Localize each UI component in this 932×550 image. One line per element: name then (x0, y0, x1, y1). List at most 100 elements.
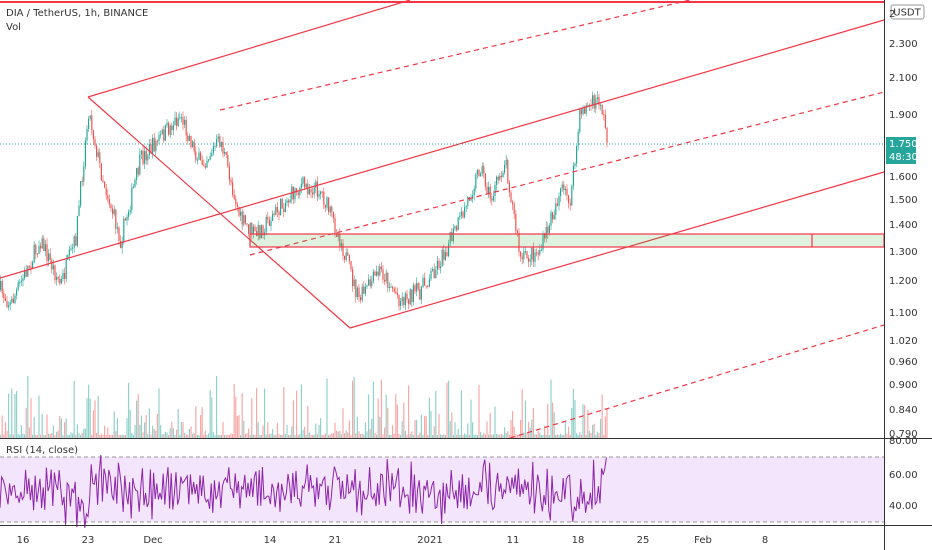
candle (372, 271, 374, 281)
volume-bar (280, 434, 282, 438)
volume-bar (433, 426, 435, 438)
volume-bar (11, 388, 13, 438)
volume-bar (243, 420, 245, 438)
candle (555, 203, 557, 215)
volume-bar (164, 431, 166, 438)
volume-bar (510, 419, 512, 438)
candle (577, 131, 579, 146)
volume-bar (192, 433, 194, 438)
volume-bar (225, 434, 227, 438)
volume-bar (504, 427, 506, 438)
candle (70, 248, 72, 250)
volume-bar (264, 388, 266, 438)
volume-bar (158, 388, 160, 438)
volume-bar (563, 434, 565, 438)
volume-bar (531, 419, 533, 438)
volume-bar (569, 434, 571, 438)
candle (232, 182, 234, 195)
volume-bar (396, 404, 398, 438)
volume-bar (462, 434, 464, 438)
candle (273, 213, 275, 215)
candle (428, 279, 430, 287)
candle (406, 293, 408, 300)
volume-bar (25, 407, 27, 438)
candle (310, 189, 312, 193)
candle (73, 236, 75, 248)
volume-bar (406, 434, 408, 438)
price-label: 1.020 (889, 336, 918, 347)
rsi-line (0, 454, 607, 528)
volume-bar (249, 434, 251, 438)
candle (326, 197, 328, 208)
candle (240, 211, 242, 216)
candle (153, 137, 155, 152)
volume-label: Vol (6, 22, 21, 33)
volume-bar (254, 435, 256, 438)
rsi-axis-label: 60.00 (889, 470, 918, 481)
price-label: 0.900 (889, 380, 918, 391)
volume-bar (19, 434, 21, 438)
candle (36, 253, 38, 255)
candle (521, 256, 523, 260)
volume-bar (252, 434, 254, 438)
volume-bar (284, 434, 286, 438)
volume-bar (435, 390, 437, 438)
volume-bar (44, 434, 46, 438)
volume-bar (238, 414, 240, 438)
volume-bar (81, 432, 83, 438)
candle (35, 244, 37, 254)
volume-bar (432, 434, 434, 438)
volume-bar (54, 434, 56, 438)
volume-bar (67, 434, 69, 438)
candle (566, 188, 568, 196)
volume-bar (241, 392, 243, 438)
candle (300, 183, 302, 189)
candle (416, 283, 418, 292)
volume-bar (436, 434, 438, 438)
volume-bar (308, 432, 310, 438)
volume-bar (324, 433, 326, 438)
candle (550, 212, 552, 226)
volume-bar (409, 434, 411, 438)
candle (6, 300, 8, 308)
candle (505, 159, 507, 165)
rsi-axis-label: 80.00 (889, 436, 918, 447)
volume-bar (539, 432, 541, 438)
candle (305, 183, 307, 188)
volume-bar (131, 432, 133, 438)
volume-bar (320, 418, 322, 438)
volume-bar (272, 429, 274, 438)
volume-bar (576, 433, 578, 438)
volume-bar (416, 419, 418, 438)
volume-bar (465, 434, 467, 438)
candle (155, 140, 157, 152)
volume-bar (374, 432, 376, 438)
price-label: 2.300 (889, 39, 918, 50)
currency[interactable]: USDT (893, 8, 921, 19)
candle (515, 214, 517, 231)
candle (396, 292, 398, 296)
candle (288, 200, 290, 203)
volume-bar (198, 434, 200, 438)
candle (97, 152, 99, 157)
volume-bar (403, 402, 405, 438)
candle (452, 228, 454, 242)
candle (433, 269, 435, 279)
candle (489, 186, 491, 199)
volume-bar (483, 432, 485, 438)
candle (596, 97, 598, 99)
volume-bar (166, 432, 168, 438)
volume-bar (424, 416, 426, 438)
volume-bar (422, 434, 424, 438)
volume-bar (152, 425, 154, 438)
candle (366, 285, 368, 287)
volume-bar (196, 434, 198, 438)
time-label: 25 (637, 535, 650, 546)
volume-bar (598, 432, 600, 438)
currency-box[interactable] (890, 4, 925, 20)
candle (209, 156, 211, 160)
candle (539, 249, 541, 255)
candle (236, 204, 238, 207)
volume-bar (505, 432, 507, 438)
candle (76, 216, 78, 246)
